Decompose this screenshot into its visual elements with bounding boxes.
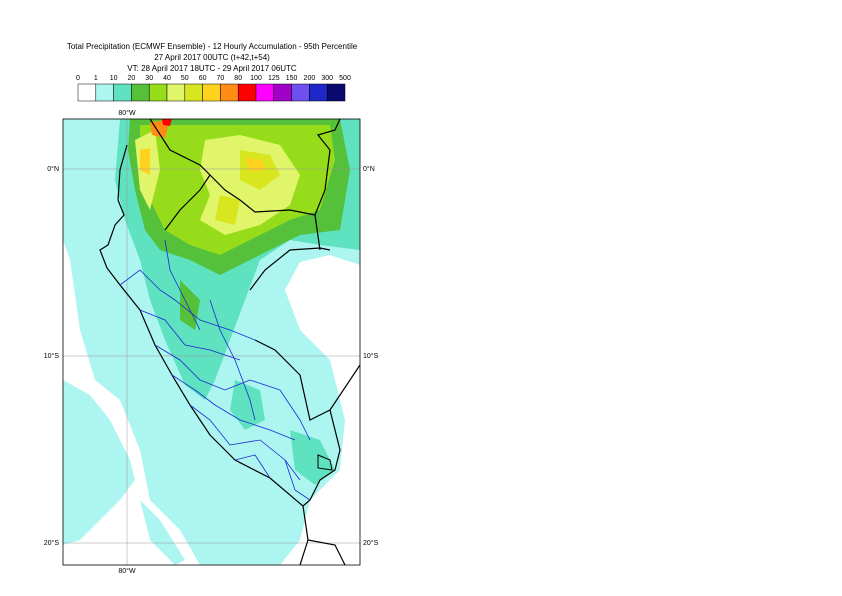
legend-swatch — [95, 83, 114, 102]
legend-swatch — [291, 83, 310, 102]
lat-label: 0°N — [363, 165, 375, 173]
legend-label: 125 — [268, 75, 280, 82]
legend-label: 100 — [250, 75, 262, 82]
legend-label: 60 — [199, 75, 207, 82]
legend-label: 30 — [145, 75, 153, 82]
title-line: 27 April 2017 00UTC (t+42,t+54) — [154, 53, 270, 62]
lon-label: 80°W — [118, 109, 136, 117]
legend-label: 10 — [110, 75, 118, 82]
legend-label: 50 — [181, 75, 189, 82]
legend-swatch — [326, 83, 346, 102]
legend-label: 70 — [217, 75, 225, 82]
legend-swatch — [255, 83, 275, 102]
lon-label: 80°W — [118, 567, 136, 575]
legend-swatch — [220, 83, 239, 102]
legend-swatch — [148, 83, 168, 102]
legend-label: 20 — [128, 75, 136, 82]
legend-swatch — [237, 83, 257, 102]
legend-label: 150 — [286, 75, 298, 82]
title-line: VT: 28 April 2017 18UTC - 29 April 2017 … — [127, 64, 297, 73]
legend: 0 1 10 20 30 40 50 60 70 80 100 125 150 200 300 500 — [76, 75, 351, 102]
legend-label: 1 — [94, 75, 98, 82]
lat-label: 10°S — [363, 352, 379, 360]
map-frame — [62, 118, 361, 566]
lat-label: 20°S — [363, 539, 379, 547]
legend-swatch — [113, 83, 132, 102]
lat-label: 10°S — [44, 352, 60, 360]
legend-swatch — [202, 83, 221, 102]
legend-swatch — [309, 83, 328, 102]
legend-label: 200 — [304, 75, 316, 82]
legend-swatch — [273, 83, 292, 102]
legend-swatch — [131, 83, 150, 102]
legend-label: 40 — [163, 75, 171, 82]
legend-label: 0 — [76, 75, 80, 82]
map-area — [63, 119, 360, 565]
legend-label: 500 — [339, 75, 351, 82]
legend-swatch — [166, 83, 186, 102]
legend-swatch — [184, 83, 203, 102]
legend-swatch — [77, 83, 97, 102]
lat-label: 0°N — [47, 165, 59, 173]
legend-label: 80 — [234, 75, 242, 82]
title-line: Total Precipitation (ECMWF Ensemble) - 1… — [67, 42, 358, 51]
legend-label: 300 — [321, 75, 333, 82]
lat-label: 20°S — [44, 539, 60, 547]
